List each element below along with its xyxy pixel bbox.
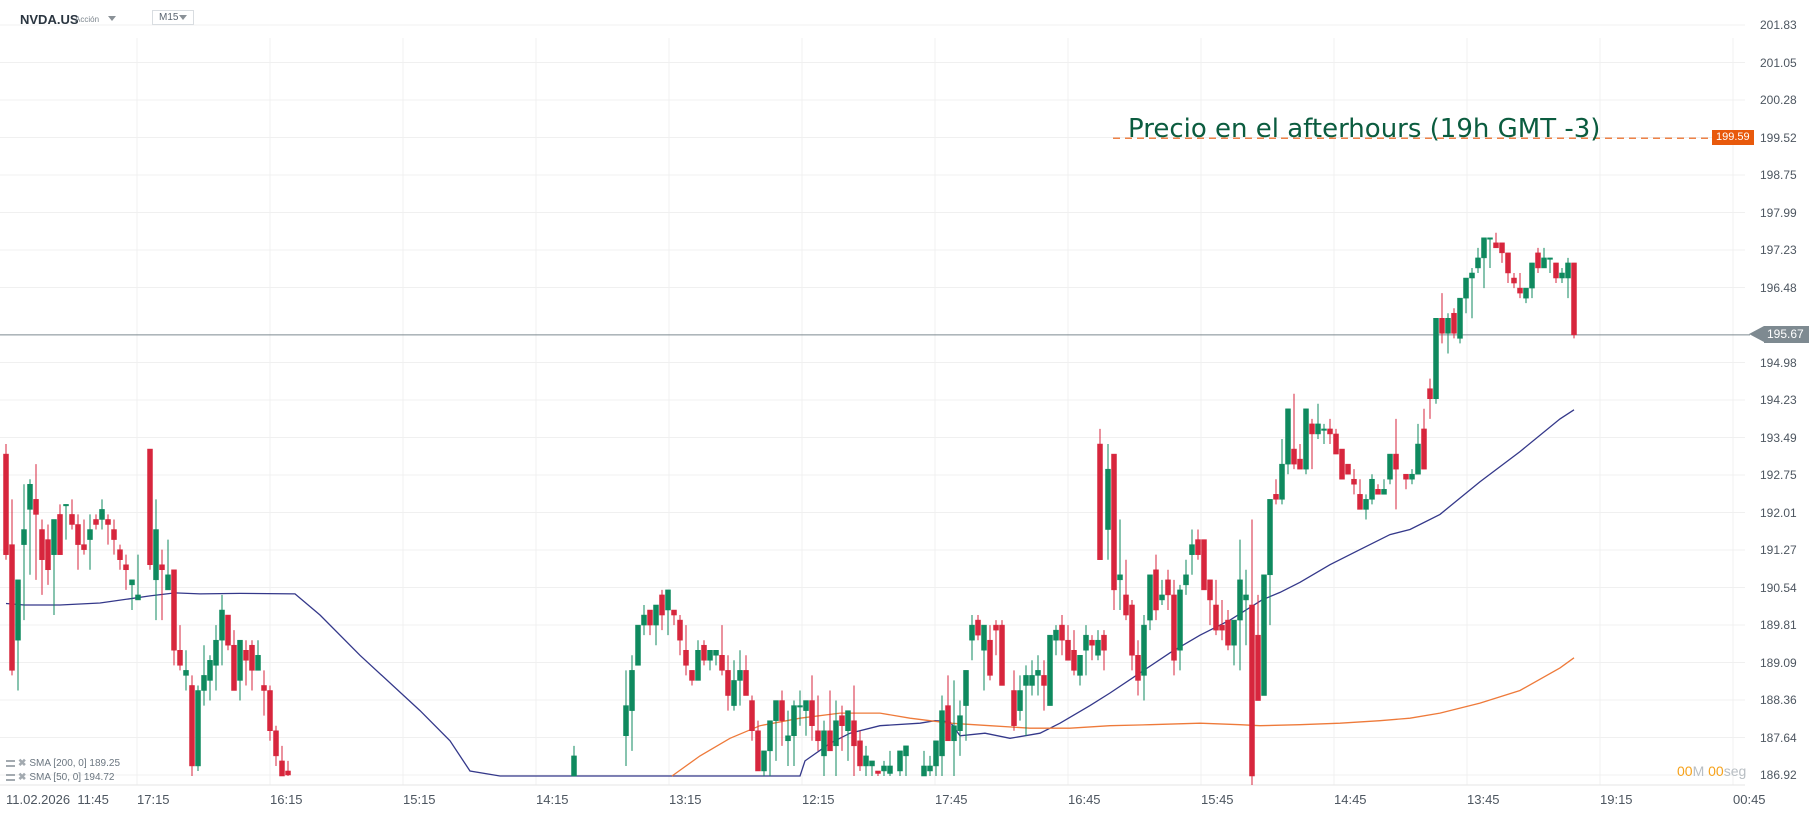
current-price-tag: 195.67 xyxy=(1764,326,1809,344)
time-tick: 13:15 xyxy=(669,792,702,807)
chevron-down-icon[interactable] xyxy=(108,16,116,21)
price-tick: 188.36 xyxy=(1760,693,1797,707)
price-tick: 197.99 xyxy=(1760,205,1797,220)
candlesticks xyxy=(3,232,1577,785)
price-tick: 194.23 xyxy=(1760,393,1797,407)
price-tick: 191.27 xyxy=(1760,543,1797,557)
time-tick: 19:15 xyxy=(1600,792,1633,807)
chart-toolbar: NVDA.US Acción M15 xyxy=(0,0,1810,36)
price-tick: 193.49 xyxy=(1760,430,1797,445)
symbol-type: Acción xyxy=(75,15,100,24)
symbol-selector[interactable]: NVDA.US xyxy=(20,12,79,27)
timer-seconds-unit: seg xyxy=(1723,763,1747,779)
indicator-label: SMA [50, 0] 194.72 xyxy=(29,772,115,783)
time-tick: 11.02.2026 11:45 xyxy=(6,792,109,807)
time-tick: 00:45 xyxy=(1733,792,1766,807)
price-tick: 190.54 xyxy=(1760,580,1797,595)
price-tick: 192.01 xyxy=(1760,505,1797,520)
time-tick: 17:45 xyxy=(935,792,968,807)
price-tick: 197.23 xyxy=(1760,243,1797,257)
moving-averages xyxy=(5,409,1575,777)
price-tick: 198.75 xyxy=(1760,168,1797,182)
time-tick: 14:45 xyxy=(1334,792,1367,807)
price-tick: 187.64 xyxy=(1760,730,1797,745)
time-tick: 14:15 xyxy=(536,792,569,807)
chevron-down-icon xyxy=(179,15,187,20)
afterhours-price-tag: 199.59 xyxy=(1712,130,1754,146)
horizontal-lines xyxy=(0,137,1750,336)
timeframe-label: M15 xyxy=(159,12,179,23)
candle-countdown: 00M 00seg xyxy=(1677,763,1746,779)
time-tick: 16:15 xyxy=(270,792,303,807)
price-tick: 200.28 xyxy=(1760,93,1797,107)
indicator-legend-sma50[interactable]: ✖ SMA [50, 0] 194.72 xyxy=(6,772,114,783)
price-tick: 189.09 xyxy=(1760,655,1797,670)
timer-minutes: 00 xyxy=(1677,763,1693,779)
timer-minutes-unit: M xyxy=(1692,763,1705,779)
price-tick: 199.52 xyxy=(1760,130,1797,145)
price-tick: 194.98 xyxy=(1760,355,1797,370)
time-tick: 13:45 xyxy=(1467,792,1500,807)
time-tick: 16:45 xyxy=(1068,792,1101,807)
price-tick: 189.81 xyxy=(1760,618,1797,632)
price-tick: 192.75 xyxy=(1760,468,1797,482)
settings-icon[interactable] xyxy=(6,759,15,767)
close-icon[interactable]: ✖ xyxy=(18,772,27,783)
indicator-label: SMA [200, 0] 189.25 xyxy=(29,758,121,769)
price-tick: 196.48 xyxy=(1760,280,1797,295)
afterhours-annotation: Precio en el afterhours (19h GMT -3) xyxy=(1128,114,1601,144)
time-tick: 17:15 xyxy=(137,792,170,807)
current-price-pointer xyxy=(1749,326,1764,343)
price-tick: 186.92 xyxy=(1760,768,1797,782)
indicator-legend-sma200[interactable]: ✖ SMA [200, 0] 189.25 xyxy=(6,758,120,769)
timeframe-dropdown[interactable]: M15 xyxy=(152,10,194,25)
time-tick: 12:15 xyxy=(802,792,835,807)
close-icon[interactable]: ✖ xyxy=(18,758,27,769)
settings-icon[interactable] xyxy=(6,773,15,781)
price-tick: 201.05 xyxy=(1760,55,1797,70)
chart-grid xyxy=(0,24,1745,786)
timer-seconds: 00 xyxy=(1708,763,1724,779)
time-tick: 15:15 xyxy=(403,792,436,807)
time-tick: 15:45 xyxy=(1201,792,1234,807)
price-tick: 201.83 xyxy=(1760,18,1797,32)
